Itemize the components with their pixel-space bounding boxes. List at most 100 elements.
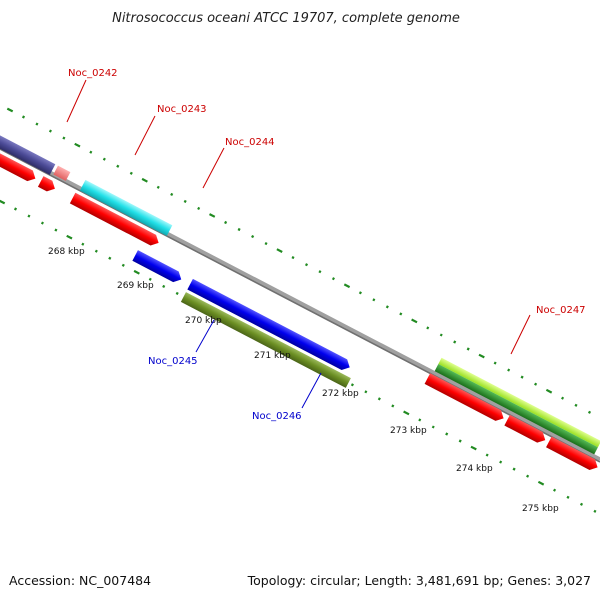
outer-tick-mark: [35, 122, 39, 126]
outer-tick-mark: [466, 347, 470, 351]
outer-tick-mark: [343, 283, 351, 289]
outer-tick-mark: [478, 353, 485, 359]
cds-feature-0244[interactable]: [69, 192, 162, 249]
outer-tick-mark: [264, 242, 268, 246]
outer-tick-mark: [399, 312, 403, 316]
inner-tick-mark: [445, 432, 449, 436]
outer-tick-mark: [493, 361, 497, 365]
gene-feature-noc0244[interactable]: [79, 179, 173, 236]
inner-tick-mark: [40, 221, 44, 225]
tick-label-274: 274 kbp: [456, 464, 493, 474]
inner-tick-mark: [66, 234, 73, 240]
tick-label-275: 275 kbp: [522, 504, 559, 514]
outer-tick-mark: [385, 305, 389, 309]
outer-tick-mark: [141, 177, 148, 183]
outer-tick-mark: [251, 234, 255, 239]
inner-tick-mark: [27, 214, 31, 218]
outer-tick-mark: [116, 164, 120, 168]
outer-tick-mark: [534, 382, 538, 386]
outer-tick-mark: [183, 199, 187, 203]
outer-tick-mark: [587, 410, 592, 414]
inner-tick-mark: [377, 397, 381, 401]
gene-label-noc0243[interactable]: Noc_0243: [157, 104, 207, 115]
tick-label-269: 269 kbp: [117, 281, 154, 291]
gene-feature-noc0247[interactable]: [438, 357, 600, 448]
gene-feature-noc0242[interactable]: [0, 108, 56, 175]
inner-tick-mark: [108, 256, 112, 260]
gene-label-noc0244[interactable]: Noc_0244: [225, 137, 275, 148]
inner-tick-mark: [512, 467, 516, 471]
gene-label-noc0246[interactable]: Noc_0246: [252, 411, 302, 422]
tick-label-270: 270 kbp: [185, 316, 222, 326]
outer-tick-mark: [102, 157, 106, 161]
outer-tick-mark: [21, 115, 26, 119]
gene-label-noc0247[interactable]: Noc_0247: [536, 305, 586, 316]
outer-tick-mark: [358, 291, 362, 295]
leader-line-noc0245: [195, 319, 215, 353]
inner-tick-mark: [418, 418, 422, 422]
outer-tick-mark: [197, 206, 201, 210]
inner-tick-mark: [133, 269, 140, 275]
outer-tick-mark: [520, 375, 524, 379]
outer-tick-mark: [304, 263, 309, 267]
inner-tick-mark: [526, 474, 530, 478]
tick-label-271: 271 kbp: [254, 351, 291, 361]
inner-tick-mark: [81, 242, 85, 246]
inner-tick-mark: [13, 207, 18, 211]
map-title: Nitrosococcus oceani ATCC 19707, complet…: [112, 11, 460, 26]
inner-tick-mark: [391, 404, 395, 408]
cds-feature-0242[interactable]: [0, 114, 38, 184]
outer-tick-mark: [291, 256, 295, 260]
outer-tick-mark: [545, 388, 553, 394]
gene-label-noc0245[interactable]: Noc_0245: [148, 356, 198, 367]
gene-feature-noc0245[interactable]: [132, 250, 184, 285]
leader-line-noc0242: [66, 79, 87, 123]
gene-feature-noc0246[interactable]: [180, 292, 351, 388]
inner-tick-mark: [537, 480, 545, 486]
inner-tick-mark: [579, 502, 584, 506]
inner-tick-mark: [162, 284, 166, 288]
tick-label-273: 273 kbp: [390, 426, 427, 436]
inner-tick-mark: [350, 383, 354, 387]
gene-feature-blue-long[interactable]: [187, 278, 352, 373]
outer-tick-mark: [318, 270, 322, 274]
outer-tick-mark: [89, 150, 93, 154]
outer-tick-mark: [426, 326, 430, 330]
accession-text: Accession: NC_007484: [9, 573, 151, 588]
outer-tick-mark: [6, 107, 14, 113]
topology-text: Topology: circular; Length: 3,481,691 bp…: [247, 573, 591, 588]
cds-feature-0247-c[interactable]: [546, 436, 600, 473]
outer-tick-mark: [62, 136, 66, 140]
gene-label-noc0242[interactable]: Noc_0242: [68, 68, 118, 79]
outer-tick-mark: [237, 227, 241, 232]
inner-tick-mark: [148, 277, 152, 281]
cds-feature-0247-a[interactable]: [424, 373, 507, 423]
cds-feature-0247-b[interactable]: [504, 414, 548, 446]
leader-line-noc0243: [134, 115, 156, 156]
inner-tick-mark: [499, 460, 503, 464]
outer-tick-mark: [411, 318, 418, 324]
inner-tick-mark: [485, 453, 489, 457]
inner-tick-mark: [364, 390, 368, 394]
inner-tick-mark: [54, 228, 58, 232]
outer-tick-mark: [170, 192, 174, 196]
outer-tick-mark: [372, 298, 376, 302]
inner-tick-mark: [175, 291, 179, 295]
tick-label-268: 268 kbp: [48, 247, 85, 257]
inner-tick-mark: [121, 263, 125, 267]
gene-feature-green[interactable]: [434, 364, 598, 455]
inner-tick-mark: [94, 249, 98, 253]
inner-tick-mark: [553, 488, 557, 492]
inner-tick-mark: [470, 445, 477, 451]
outer-tick-mark: [276, 248, 283, 253]
outer-tick-mark: [224, 220, 228, 225]
cds-feature-0243[interactable]: [37, 176, 58, 194]
outer-tick-mark: [574, 403, 578, 407]
leader-line-noc0246: [301, 372, 322, 409]
gene-feature-noc0243[interactable]: [53, 165, 71, 181]
outer-tick-mark: [453, 340, 457, 344]
outer-tick-mark: [209, 213, 216, 218]
outer-tick-mark: [129, 171, 133, 175]
outer-tick-mark: [507, 368, 511, 372]
